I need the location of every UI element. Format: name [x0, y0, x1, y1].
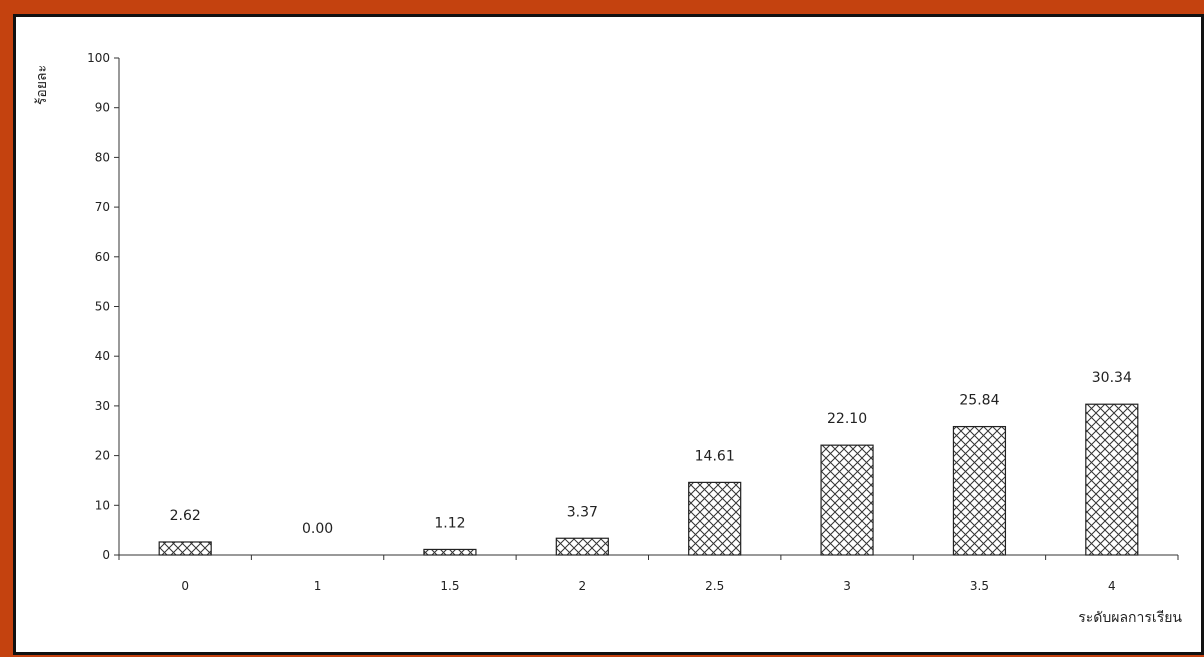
bar-chart: 0 10 20 30 40 50 60 70 80 90 100 2.62 0 0.00 1 1.12 1.5 3…: [34, 51, 1182, 626]
y-tick-label: 80: [95, 150, 110, 164]
y-tick-label: 90: [95, 101, 110, 115]
x-tick-label: 2.5: [705, 579, 724, 593]
y-tick-label: 20: [95, 449, 110, 463]
bar: [952, 425, 1007, 556]
x-tick-label: 1: [314, 579, 322, 593]
data-label: 1.12: [434, 515, 465, 531]
y-tick-label: 60: [95, 250, 110, 264]
bar: [688, 481, 742, 556]
y-tick-label: 100: [87, 51, 110, 65]
bar: [423, 548, 477, 556]
y-tick-label: 50: [95, 300, 110, 314]
y-tick-label: 40: [95, 349, 110, 363]
data-label: 2.62: [170, 508, 201, 524]
y-tick-label: 0: [102, 548, 110, 562]
data-label: 14.61: [695, 448, 735, 464]
chart-panel: 0 10 20 30 40 50 60 70 80 90 100 2.62 0 0.00 1 1.12 1.5 3…: [13, 14, 1204, 655]
bar: [555, 537, 609, 556]
x-tick-label: 4: [1108, 579, 1116, 593]
y-tick-label: 70: [95, 200, 110, 214]
data-label: 22.10: [827, 411, 867, 427]
bar: [158, 541, 212, 556]
data-label: 0.00: [302, 521, 333, 537]
x-tick-label: 1.5: [440, 579, 459, 593]
y-tick-label: 30: [95, 399, 110, 413]
bar: [1085, 403, 1139, 556]
y-tick-label: 10: [95, 498, 110, 512]
x-tick-label: 3.5: [970, 579, 989, 593]
data-label: 25.84: [959, 393, 999, 409]
bar: [820, 444, 874, 556]
x-tick-label: 2: [578, 579, 586, 593]
data-label: 30.34: [1092, 370, 1132, 386]
x-axis-title: ระดับผลการเรียน: [1078, 610, 1182, 626]
y-axis-title: ร้อยละ: [34, 65, 50, 105]
data-label: 3.37: [567, 504, 598, 520]
x-tick-label: 0: [181, 579, 189, 593]
x-tick-label: 3: [843, 579, 851, 593]
